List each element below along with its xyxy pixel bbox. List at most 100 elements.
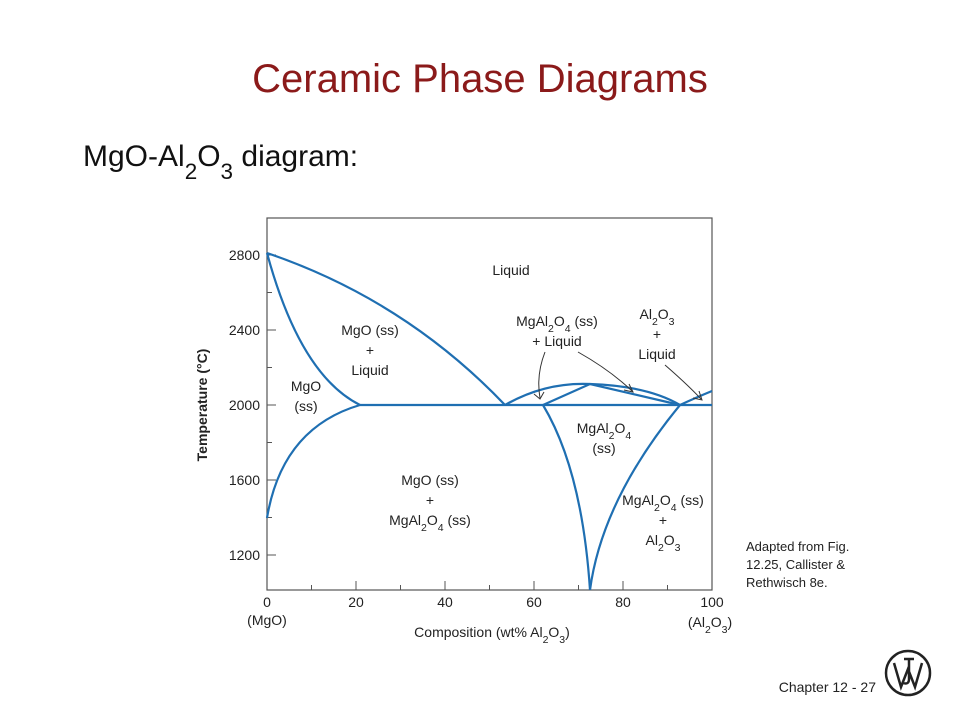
caption: Adapted from Fig. 12.25, Callister & Rethw… bbox=[746, 539, 849, 590]
footer: Chapter 12 - 27 bbox=[779, 679, 876, 695]
text-part: (ss) bbox=[571, 313, 598, 329]
subscript: 2 bbox=[543, 634, 549, 646]
text-part: MgAl bbox=[622, 492, 654, 508]
caption-line: Rethwisch 8e. bbox=[746, 575, 828, 590]
caption-line: Adapted from Fig. bbox=[746, 539, 849, 554]
logo-ring bbox=[884, 649, 932, 697]
region-label: MgAl2O4 (ss) bbox=[516, 313, 598, 335]
region-label: Liquid bbox=[638, 346, 675, 362]
text-part: (MgO) bbox=[247, 612, 287, 628]
text-part: ) bbox=[728, 614, 733, 630]
region-label: Al2O3 bbox=[645, 532, 680, 554]
subscript: 3 bbox=[559, 634, 565, 646]
text-part: Composition (wt% Al bbox=[414, 624, 542, 640]
y-axis-label: Temperature (°C) bbox=[194, 349, 210, 462]
subscript: 3 bbox=[221, 159, 234, 184]
x-tick-label: 20 bbox=[348, 594, 364, 610]
subscript: 3 bbox=[669, 316, 675, 328]
x-tick-label: 80 bbox=[615, 594, 631, 610]
slide-title: Ceramic Phase Diagrams bbox=[252, 57, 708, 101]
subscript: 2 bbox=[548, 323, 554, 335]
subscript: 4 bbox=[625, 430, 631, 442]
text-part: Al bbox=[645, 532, 657, 548]
region-label: + bbox=[366, 342, 374, 358]
text-part: + bbox=[659, 512, 667, 528]
region-label: + Liquid bbox=[532, 333, 581, 349]
x-tick-label: 40 bbox=[437, 594, 453, 610]
liquidus bbox=[266, 251, 506, 406]
text-part: + Liquid bbox=[532, 333, 581, 349]
y-tick-label: 2800 bbox=[229, 247, 260, 263]
text-part: (Al bbox=[688, 614, 705, 630]
y-tick-label: 1200 bbox=[229, 547, 260, 563]
region-label: MgO (ss) bbox=[341, 322, 399, 338]
solidus bbox=[542, 382, 681, 407]
text-part: (ss) bbox=[294, 398, 317, 414]
text-part: (ss) bbox=[444, 512, 471, 528]
solidus bbox=[265, 252, 361, 406]
logo bbox=[884, 649, 932, 697]
text-part: ) bbox=[565, 624, 570, 640]
text-part: MgO bbox=[291, 378, 321, 394]
region-label: MgO (ss) bbox=[401, 472, 459, 488]
logo-mark bbox=[892, 657, 924, 691]
phase-boundaries bbox=[265, 251, 713, 591]
text-part: + bbox=[366, 342, 374, 358]
text-part: Liquid bbox=[492, 262, 529, 278]
text-part: O bbox=[615, 420, 626, 436]
text-part: O bbox=[660, 492, 671, 508]
solvus bbox=[542, 404, 592, 591]
region-label: Liquid bbox=[492, 262, 529, 278]
region-label: + bbox=[426, 492, 434, 508]
arrow-head bbox=[692, 390, 703, 401]
subscript: 3 bbox=[675, 542, 681, 554]
x-tick-label: 100 bbox=[700, 594, 724, 610]
text-part: Al bbox=[639, 306, 651, 322]
subscript: 3 bbox=[722, 624, 728, 636]
region-label: + bbox=[653, 326, 661, 342]
arrow-head bbox=[533, 391, 545, 400]
text-part: O bbox=[427, 512, 438, 528]
text-part: O bbox=[664, 532, 675, 548]
x-tick-label: 0 bbox=[263, 594, 271, 610]
text-part: diagram: bbox=[233, 140, 358, 173]
subscript: 4 bbox=[671, 502, 677, 514]
subscript: 2 bbox=[609, 430, 615, 442]
y-tick-label: 2400 bbox=[229, 322, 260, 338]
text-part: MgAl bbox=[516, 313, 548, 329]
liquidus bbox=[504, 382, 713, 407]
subscript: 2 bbox=[705, 624, 711, 636]
axis-ticks: 2800 2400 2000 1600 1200 0 20 40 60 80 100 (MgO) (Al… bbox=[229, 247, 732, 636]
text-part: (ss) bbox=[677, 492, 704, 508]
arrow bbox=[577, 351, 633, 392]
caption-line: 12.25, Callister & bbox=[746, 557, 845, 572]
region-label: MgAl2O4 (ss) bbox=[622, 492, 704, 514]
y-tick-label: 2000 bbox=[229, 397, 260, 413]
subscript: 2 bbox=[421, 522, 427, 534]
arrow bbox=[538, 351, 546, 399]
region-label: Al2O3 bbox=[639, 306, 674, 328]
text-part: MgO (ss) bbox=[341, 322, 399, 338]
region-label: + bbox=[659, 512, 667, 528]
subscript: 2 bbox=[185, 159, 198, 184]
x-tick-label: 60 bbox=[526, 594, 542, 610]
solvus bbox=[265, 403, 361, 519]
text-part: + bbox=[426, 492, 434, 508]
region-label: MgO bbox=[291, 378, 321, 394]
region-label: Liquid bbox=[351, 362, 388, 378]
text-part: MgO (ss) bbox=[401, 472, 459, 488]
text-part: O bbox=[658, 306, 669, 322]
subscript: 4 bbox=[438, 522, 444, 534]
subscript: 2 bbox=[652, 316, 658, 328]
x-axis-label: Composition (wt% Al2O3) bbox=[414, 624, 570, 646]
solvus bbox=[588, 404, 681, 591]
subscript: 4 bbox=[565, 323, 571, 335]
arrow bbox=[664, 364, 702, 400]
text-part: MgAl bbox=[577, 420, 609, 436]
arrow-head bbox=[623, 383, 634, 393]
pointer-arrows bbox=[533, 351, 703, 401]
subscript: 2 bbox=[658, 542, 664, 554]
text-part: Liquid bbox=[638, 346, 675, 362]
text-part: O bbox=[554, 313, 565, 329]
